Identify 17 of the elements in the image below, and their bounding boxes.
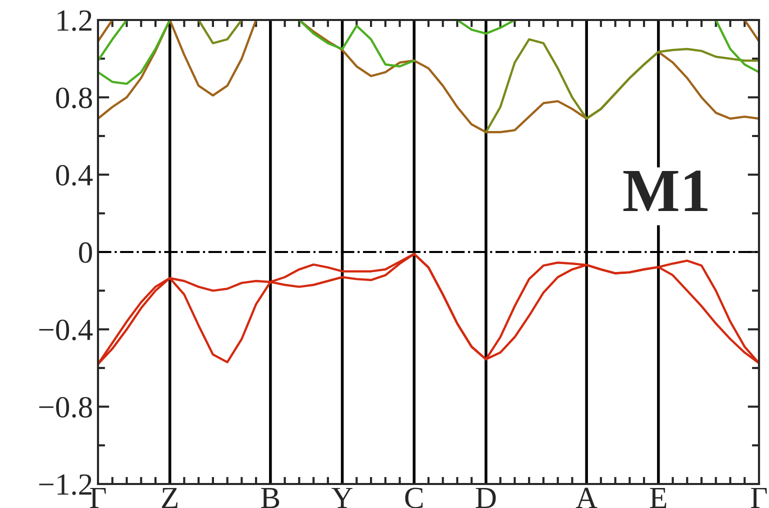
x-tick-label: B [261, 488, 280, 508]
x-tick-label: D [476, 488, 496, 508]
x-tick-label: C [405, 488, 423, 508]
y-tick-label: −0.4 [39, 320, 93, 340]
x-tick-label: Γ [751, 488, 767, 508]
x-tick-label: Y [332, 488, 353, 508]
y-tick-label: −1.2 [39, 474, 92, 496]
y-tick-label: −0.8 [39, 396, 92, 418]
y-tick-label: 0 [79, 242, 92, 263]
x-tick-label: E [650, 488, 666, 508]
y-tick-label: 0.4 [56, 164, 93, 186]
x-tick-label: Γ [90, 488, 106, 508]
x-tick-label: A [576, 488, 598, 508]
annotation: M1 [623, 170, 708, 212]
x-tick-label: Z [162, 488, 178, 508]
y-tick-label: 1.2 [58, 10, 92, 32]
y-tick-label: 0.8 [56, 88, 92, 108]
